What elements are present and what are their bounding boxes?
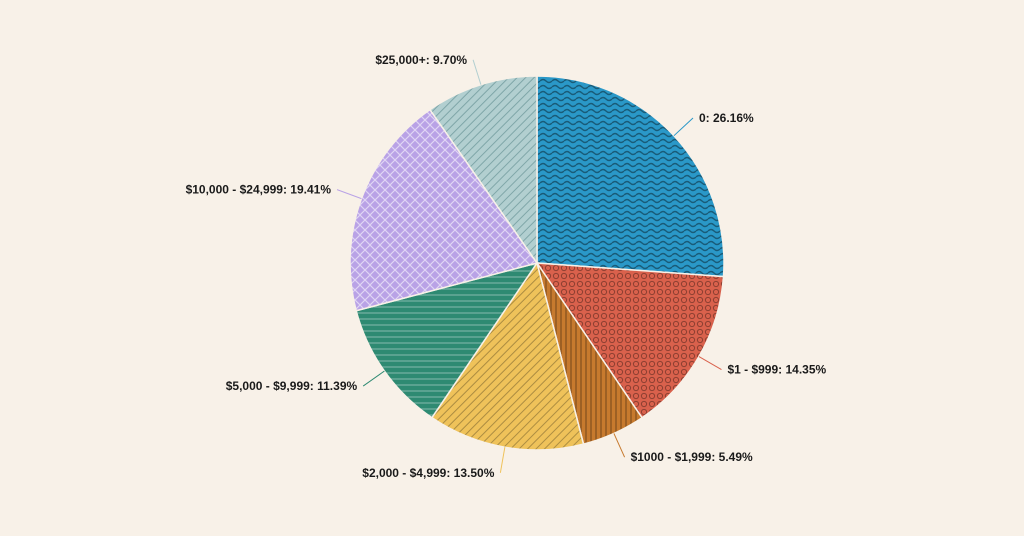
leader-line-1000-1-999 — [613, 433, 626, 458]
slice-labels: 0: 26.16% $1 - $999: 14.35% $1000 - $1,999… — [186, 53, 827, 480]
slice-label-10-000-24-999: $10,000 - $24,999: 19.41% — [186, 183, 332, 197]
leader-line-5-000-9-999 — [362, 370, 385, 387]
pie-slice-10-000-24-999 — [349, 108, 539, 312]
pie-slices — [349, 75, 725, 451]
pie-slice-1-999 — [535, 262, 725, 419]
pie-slice-0 — [536, 75, 725, 278]
leader-line-1-999 — [698, 356, 722, 370]
leader-line-10-000-24-999 — [336, 189, 362, 200]
pie-slice-2-000-4-999 — [430, 261, 585, 451]
leader-line-0 — [673, 117, 694, 137]
slice-label-25-000: $25,000+: 9.70% — [375, 53, 467, 67]
slice-label-2-000-4-999: $2,000 - $4,999: 13.50% — [362, 466, 494, 480]
leader-line-2-000-4-999 — [499, 447, 506, 473]
pie-slice-25-000 — [428, 75, 538, 266]
leader-lines — [336, 59, 722, 473]
slice-label-1-999: $1 - $999: 14.35% — [727, 363, 826, 377]
slice-label-0: 0: 26.16% — [699, 111, 754, 125]
slice-label-1000-1-999: $1000 - $1,999: 5.49% — [631, 450, 753, 464]
leader-line-25-000 — [472, 59, 482, 85]
slice-label-5-000-9-999: $5,000 - $9,999: 11.39% — [226, 379, 358, 393]
